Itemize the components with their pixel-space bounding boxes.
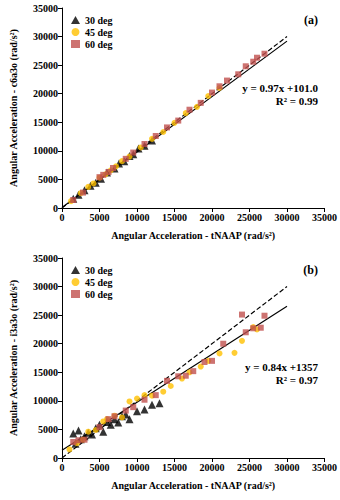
svg-text:30000: 30000: [33, 281, 58, 292]
svg-text:30000: 30000: [275, 212, 300, 223]
svg-text:5000: 5000: [90, 212, 110, 223]
svg-text:60 deg: 60 deg: [85, 289, 113, 300]
svg-text:35000: 35000: [312, 212, 337, 223]
svg-text:45 deg: 45 deg: [85, 27, 113, 38]
svg-text:5000: 5000: [38, 424, 58, 435]
svg-text:35000: 35000: [33, 253, 58, 264]
svg-text:20000: 20000: [200, 462, 225, 473]
svg-text:15000: 15000: [162, 212, 187, 223]
svg-text:(a): (a): [304, 13, 318, 27]
svg-text:60 deg: 60 deg: [85, 39, 113, 50]
svg-text:20000: 20000: [33, 88, 58, 99]
svg-text:0: 0: [53, 453, 58, 464]
svg-text:35000: 35000: [33, 3, 58, 14]
svg-text:10000: 10000: [125, 462, 150, 473]
svg-text:5000: 5000: [90, 462, 110, 473]
svg-text:R² = 0.97: R² = 0.97: [276, 374, 319, 386]
svg-text:10000: 10000: [33, 145, 58, 156]
svg-text:25000: 25000: [33, 60, 58, 71]
svg-text:15000: 15000: [162, 462, 187, 473]
svg-text:30000: 30000: [33, 31, 58, 42]
svg-text:25000: 25000: [237, 212, 262, 223]
svg-text:0: 0: [60, 462, 65, 473]
svg-text:35000: 35000: [312, 462, 337, 473]
svg-text:Angular Acceleration - tNAAP (: Angular Acceleration - tNAAP (rad/s²): [111, 480, 275, 492]
svg-text:20000: 20000: [200, 212, 225, 223]
svg-text:30 deg: 30 deg: [85, 265, 113, 276]
svg-text:Angular Acceleration - i3a3o (: Angular Acceleration - i3a3o (rad/s²): [8, 280, 20, 436]
svg-text:25000: 25000: [237, 462, 262, 473]
svg-text:y = 0.84x +1357: y = 0.84x +1357: [245, 361, 319, 373]
svg-text:10000: 10000: [125, 212, 150, 223]
svg-text:R² = 0.99: R² = 0.99: [276, 95, 319, 107]
svg-text:5000: 5000: [38, 174, 58, 185]
svg-text:(b): (b): [303, 263, 318, 277]
svg-text:10000: 10000: [33, 395, 58, 406]
svg-text:15000: 15000: [33, 117, 58, 128]
svg-text:45 deg: 45 deg: [85, 277, 113, 288]
svg-text:25000: 25000: [33, 310, 58, 321]
svg-text:Angular Acceleration - c6a3o (: Angular Acceleration - c6a3o (rad/s²): [8, 29, 20, 187]
svg-text:0: 0: [60, 212, 65, 223]
svg-text:30 deg: 30 deg: [85, 15, 113, 26]
svg-text:15000: 15000: [33, 367, 58, 378]
svg-text:20000: 20000: [33, 338, 58, 349]
svg-text:30000: 30000: [275, 462, 300, 473]
svg-text:Angular Acceleration - tNAAP (: Angular Acceleration - tNAAP (rad/s²): [111, 230, 275, 242]
svg-text:0: 0: [53, 203, 58, 214]
svg-text:y = 0.97x +101.0: y = 0.97x +101.0: [242, 82, 318, 94]
